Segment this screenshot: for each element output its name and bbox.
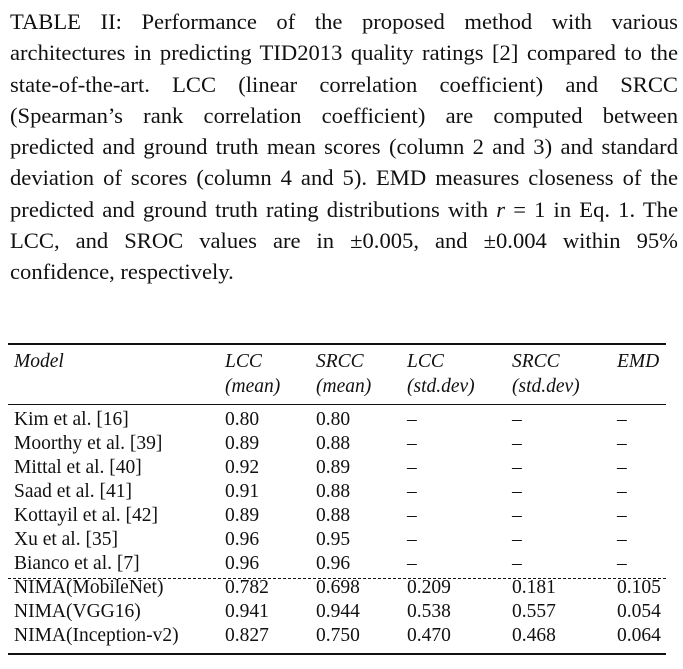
table-row: Kim et al. [16] 0.80 0.80 – – – xyxy=(0,408,683,432)
caption-text-part-1: Performance of the proposed method with … xyxy=(10,9,678,222)
table-row: Bianco et al. [7] 0.96 0.96 – – – xyxy=(0,552,683,576)
cell-srcc-mean: 0.750 xyxy=(316,625,360,646)
table-dashed-separator xyxy=(8,578,666,579)
header-lcc-std: LCC (std.dev) xyxy=(407,349,475,399)
header-model: Model xyxy=(14,349,64,374)
cell-lcc-mean: 0.89 xyxy=(225,505,260,526)
cell-srcc-std: – xyxy=(512,409,522,430)
cell-srcc-std: – xyxy=(512,457,522,478)
cell-model: NIMA(Inception-v2) xyxy=(14,625,179,646)
cell-model: NIMA(MobileNet) xyxy=(14,577,164,598)
cell-model: Bianco et al. [7] xyxy=(14,553,140,574)
cell-model: Moorthy et al. [39] xyxy=(14,433,163,454)
table-row: NIMA(VGG16) 0.941 0.944 0.538 0.557 0.05… xyxy=(0,600,683,624)
cell-srcc-std: 0.557 xyxy=(512,601,556,622)
cell-lcc-std: 0.538 xyxy=(407,601,451,622)
table-row: Moorthy et al. [39] 0.89 0.88 – – – xyxy=(0,432,683,456)
table-row: NIMA(MobileNet) 0.782 0.698 0.209 0.181 … xyxy=(0,576,683,600)
header-lcc-mean: LCC (mean) xyxy=(225,349,280,399)
table-top-rule xyxy=(8,343,666,345)
cell-emd: – xyxy=(617,553,627,574)
cell-srcc-std: – xyxy=(512,433,522,454)
table-row: NIMA(Inception-v2) 0.827 0.750 0.470 0.4… xyxy=(0,624,683,648)
cell-srcc-mean: 0.698 xyxy=(316,577,360,598)
table-caption: TABLE II: Performance of the proposed me… xyxy=(10,6,678,288)
cell-lcc-mean: 0.941 xyxy=(225,601,269,622)
caption-math-eq: = 1 xyxy=(505,196,546,222)
cell-lcc-mean: 0.89 xyxy=(225,433,260,454)
cell-emd: – xyxy=(617,457,627,478)
cell-lcc-mean: 0.96 xyxy=(225,553,260,574)
table-bottom-rule xyxy=(8,653,666,655)
header-srcc-mean: SRCC (mean) xyxy=(316,349,371,399)
cell-model: Kottayil et al. [42] xyxy=(14,505,159,526)
cell-lcc-mean: 0.80 xyxy=(225,409,260,430)
cell-lcc-std: – xyxy=(407,457,417,478)
header-srcc-std-line1: SRCC xyxy=(512,351,560,372)
cell-emd: – xyxy=(617,409,627,430)
header-srcc-mean-line2: (mean) xyxy=(316,376,372,397)
cell-emd: 0.105 xyxy=(617,577,661,598)
cell-srcc-std: – xyxy=(512,529,522,550)
cell-emd: – xyxy=(617,529,627,550)
header-emd: EMD xyxy=(617,349,659,374)
header-lcc-mean-line1: LCC xyxy=(225,351,262,372)
header-srcc-std-line2: (std.dev) xyxy=(512,376,580,397)
cell-srcc-std: 0.181 xyxy=(512,577,556,598)
table-row: Xu et al. [35] 0.96 0.95 – – – xyxy=(0,528,683,552)
header-srcc-std: SRCC (std.dev) xyxy=(512,349,580,399)
cell-srcc-mean: 0.80 xyxy=(316,409,351,430)
caption-label: TABLE II: xyxy=(10,9,122,34)
cell-lcc-mean: 0.96 xyxy=(225,529,260,550)
table-header-rule xyxy=(8,404,666,405)
table-row: Saad et al. [41] 0.91 0.88 – – – xyxy=(0,480,683,504)
cell-emd: – xyxy=(617,433,627,454)
cell-model: Mittal et al. [40] xyxy=(14,457,142,478)
caption-text-part-2: in Eq. 1. The LCC, and SROC values are i… xyxy=(10,196,678,285)
cell-srcc-std: 0.468 xyxy=(512,625,556,646)
cell-lcc-mean: 0.92 xyxy=(225,457,260,478)
cell-lcc-std: – xyxy=(407,529,417,550)
cell-srcc-mean: 0.944 xyxy=(316,601,360,622)
header-emd-line1: EMD xyxy=(617,351,660,372)
cell-srcc-mean: 0.89 xyxy=(316,457,351,478)
cell-lcc-mean: 0.91 xyxy=(225,481,260,502)
cell-lcc-std: – xyxy=(407,553,417,574)
cell-lcc-std: 0.209 xyxy=(407,577,451,598)
cell-lcc-mean: 0.782 xyxy=(225,577,269,598)
cell-srcc-std: – xyxy=(512,481,522,502)
table-row: Kottayil et al. [42] 0.89 0.88 – – – xyxy=(0,504,683,528)
header-model-line1: Model xyxy=(14,351,64,372)
cell-model: Xu et al. [35] xyxy=(14,529,118,550)
cell-srcc-mean: 0.88 xyxy=(316,433,351,454)
table-row: Mittal et al. [40] 0.92 0.89 – – – xyxy=(0,456,683,480)
cell-srcc-mean: 0.96 xyxy=(316,553,351,574)
cell-model: Kim et al. [16] xyxy=(14,409,129,430)
cell-model: NIMA(VGG16) xyxy=(14,601,141,622)
cell-emd: – xyxy=(617,505,627,526)
cell-srcc-mean: 0.88 xyxy=(316,505,351,526)
cell-emd: – xyxy=(617,481,627,502)
cell-model: Saad et al. [41] xyxy=(14,481,133,502)
cell-srcc-mean: 0.95 xyxy=(316,529,351,550)
cell-lcc-std: – xyxy=(407,505,417,526)
cell-lcc-std: – xyxy=(407,481,417,502)
cell-lcc-mean: 0.827 xyxy=(225,625,269,646)
header-srcc-mean-line1: SRCC xyxy=(316,351,364,372)
header-lcc-std-line2: (std.dev) xyxy=(407,376,475,397)
cell-srcc-std: – xyxy=(512,505,522,526)
cell-lcc-std: – xyxy=(407,433,417,454)
caption-math-r: r xyxy=(496,196,506,222)
header-lcc-mean-line2: (mean) xyxy=(225,376,281,397)
cell-srcc-mean: 0.88 xyxy=(316,481,351,502)
cell-srcc-std: – xyxy=(512,553,522,574)
cell-lcc-std: 0.470 xyxy=(407,625,451,646)
cell-emd: 0.054 xyxy=(617,601,661,622)
cell-emd: 0.064 xyxy=(617,625,661,646)
header-lcc-std-line1: LCC xyxy=(407,351,444,372)
cell-lcc-std: – xyxy=(407,409,417,430)
